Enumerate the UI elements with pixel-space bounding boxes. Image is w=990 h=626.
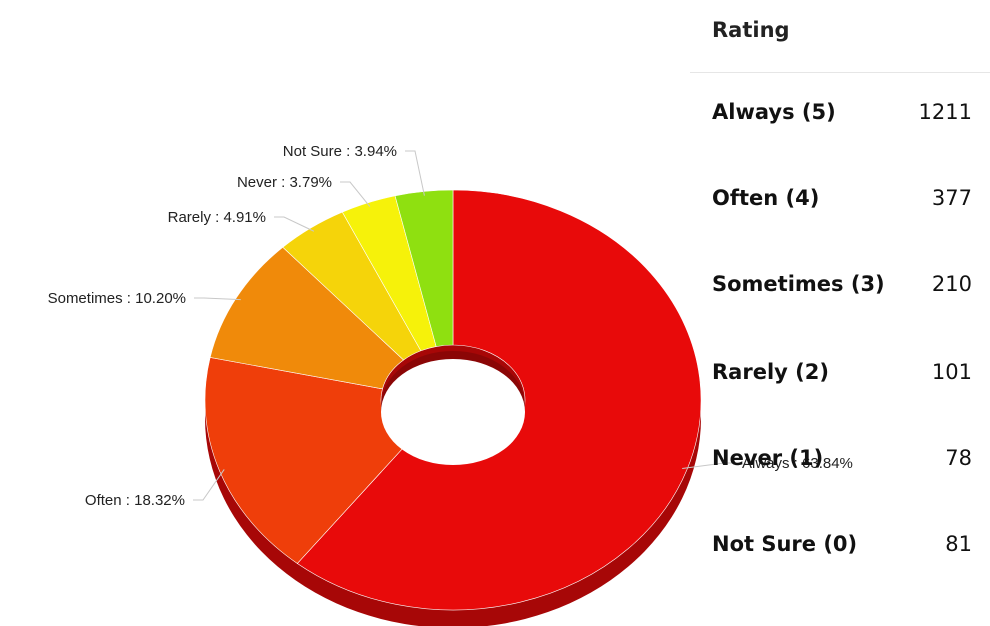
row-count: 101 bbox=[931, 360, 972, 384]
slice-label-not-sure: Not Sure : 3.94% bbox=[283, 143, 397, 160]
slice-label-often: Often : 18.32% bbox=[85, 492, 185, 509]
row-label: Never (1) bbox=[712, 446, 824, 470]
donut-slices bbox=[204, 189, 702, 611]
row-count: 210 bbox=[931, 272, 972, 296]
table-header: Rating bbox=[712, 18, 790, 42]
header-divider bbox=[690, 72, 990, 73]
leader-line-often bbox=[193, 469, 225, 501]
row-count: 1211 bbox=[918, 100, 972, 124]
slice-sometimes bbox=[209, 246, 405, 390]
table-row: Never (1) 78 bbox=[690, 446, 990, 486]
table-row: Rarely (2) 101 bbox=[690, 360, 990, 400]
leader-line-always bbox=[682, 462, 734, 469]
slice-label-sometimes: Sometimes : 10.20% bbox=[48, 290, 186, 307]
slice-label-rarely: Rarely : 4.91% bbox=[168, 209, 266, 226]
row-label: Often (4) bbox=[712, 186, 820, 210]
table-row: Often (4) 377 bbox=[690, 186, 990, 226]
row-count: 377 bbox=[931, 186, 972, 210]
slice-labels: Always : 63.84% Often : 18.32% Sometimes :… bbox=[48, 143, 853, 509]
leader-line-never bbox=[340, 181, 371, 207]
slice-not-sure bbox=[394, 189, 454, 347]
donut-center bbox=[381, 359, 525, 465]
donut-hole bbox=[381, 351, 525, 465]
row-label: Sometimes (3) bbox=[712, 272, 885, 296]
leader-line-not-sure bbox=[405, 150, 425, 196]
row-count: 78 bbox=[945, 446, 972, 470]
table-row: Not Sure (0) 81 bbox=[690, 532, 990, 572]
rating-table: Rating Always (5) 1211 Often (4) 377 Som… bbox=[690, 0, 990, 626]
row-label: Always (5) bbox=[712, 100, 836, 124]
row-label: Rarely (2) bbox=[712, 360, 829, 384]
slice-label-never: Never : 3.79% bbox=[237, 174, 332, 191]
slice-label-always: Always : 63.84% bbox=[742, 455, 853, 472]
row-label: Not Sure (0) bbox=[712, 532, 858, 556]
table-row: Sometimes (3) 210 bbox=[690, 272, 990, 312]
table-row: Always (5) 1211 bbox=[690, 100, 990, 140]
leader-line-sometimes bbox=[194, 297, 241, 301]
leader-line-rarely bbox=[274, 216, 315, 232]
row-count: 81 bbox=[945, 532, 972, 556]
